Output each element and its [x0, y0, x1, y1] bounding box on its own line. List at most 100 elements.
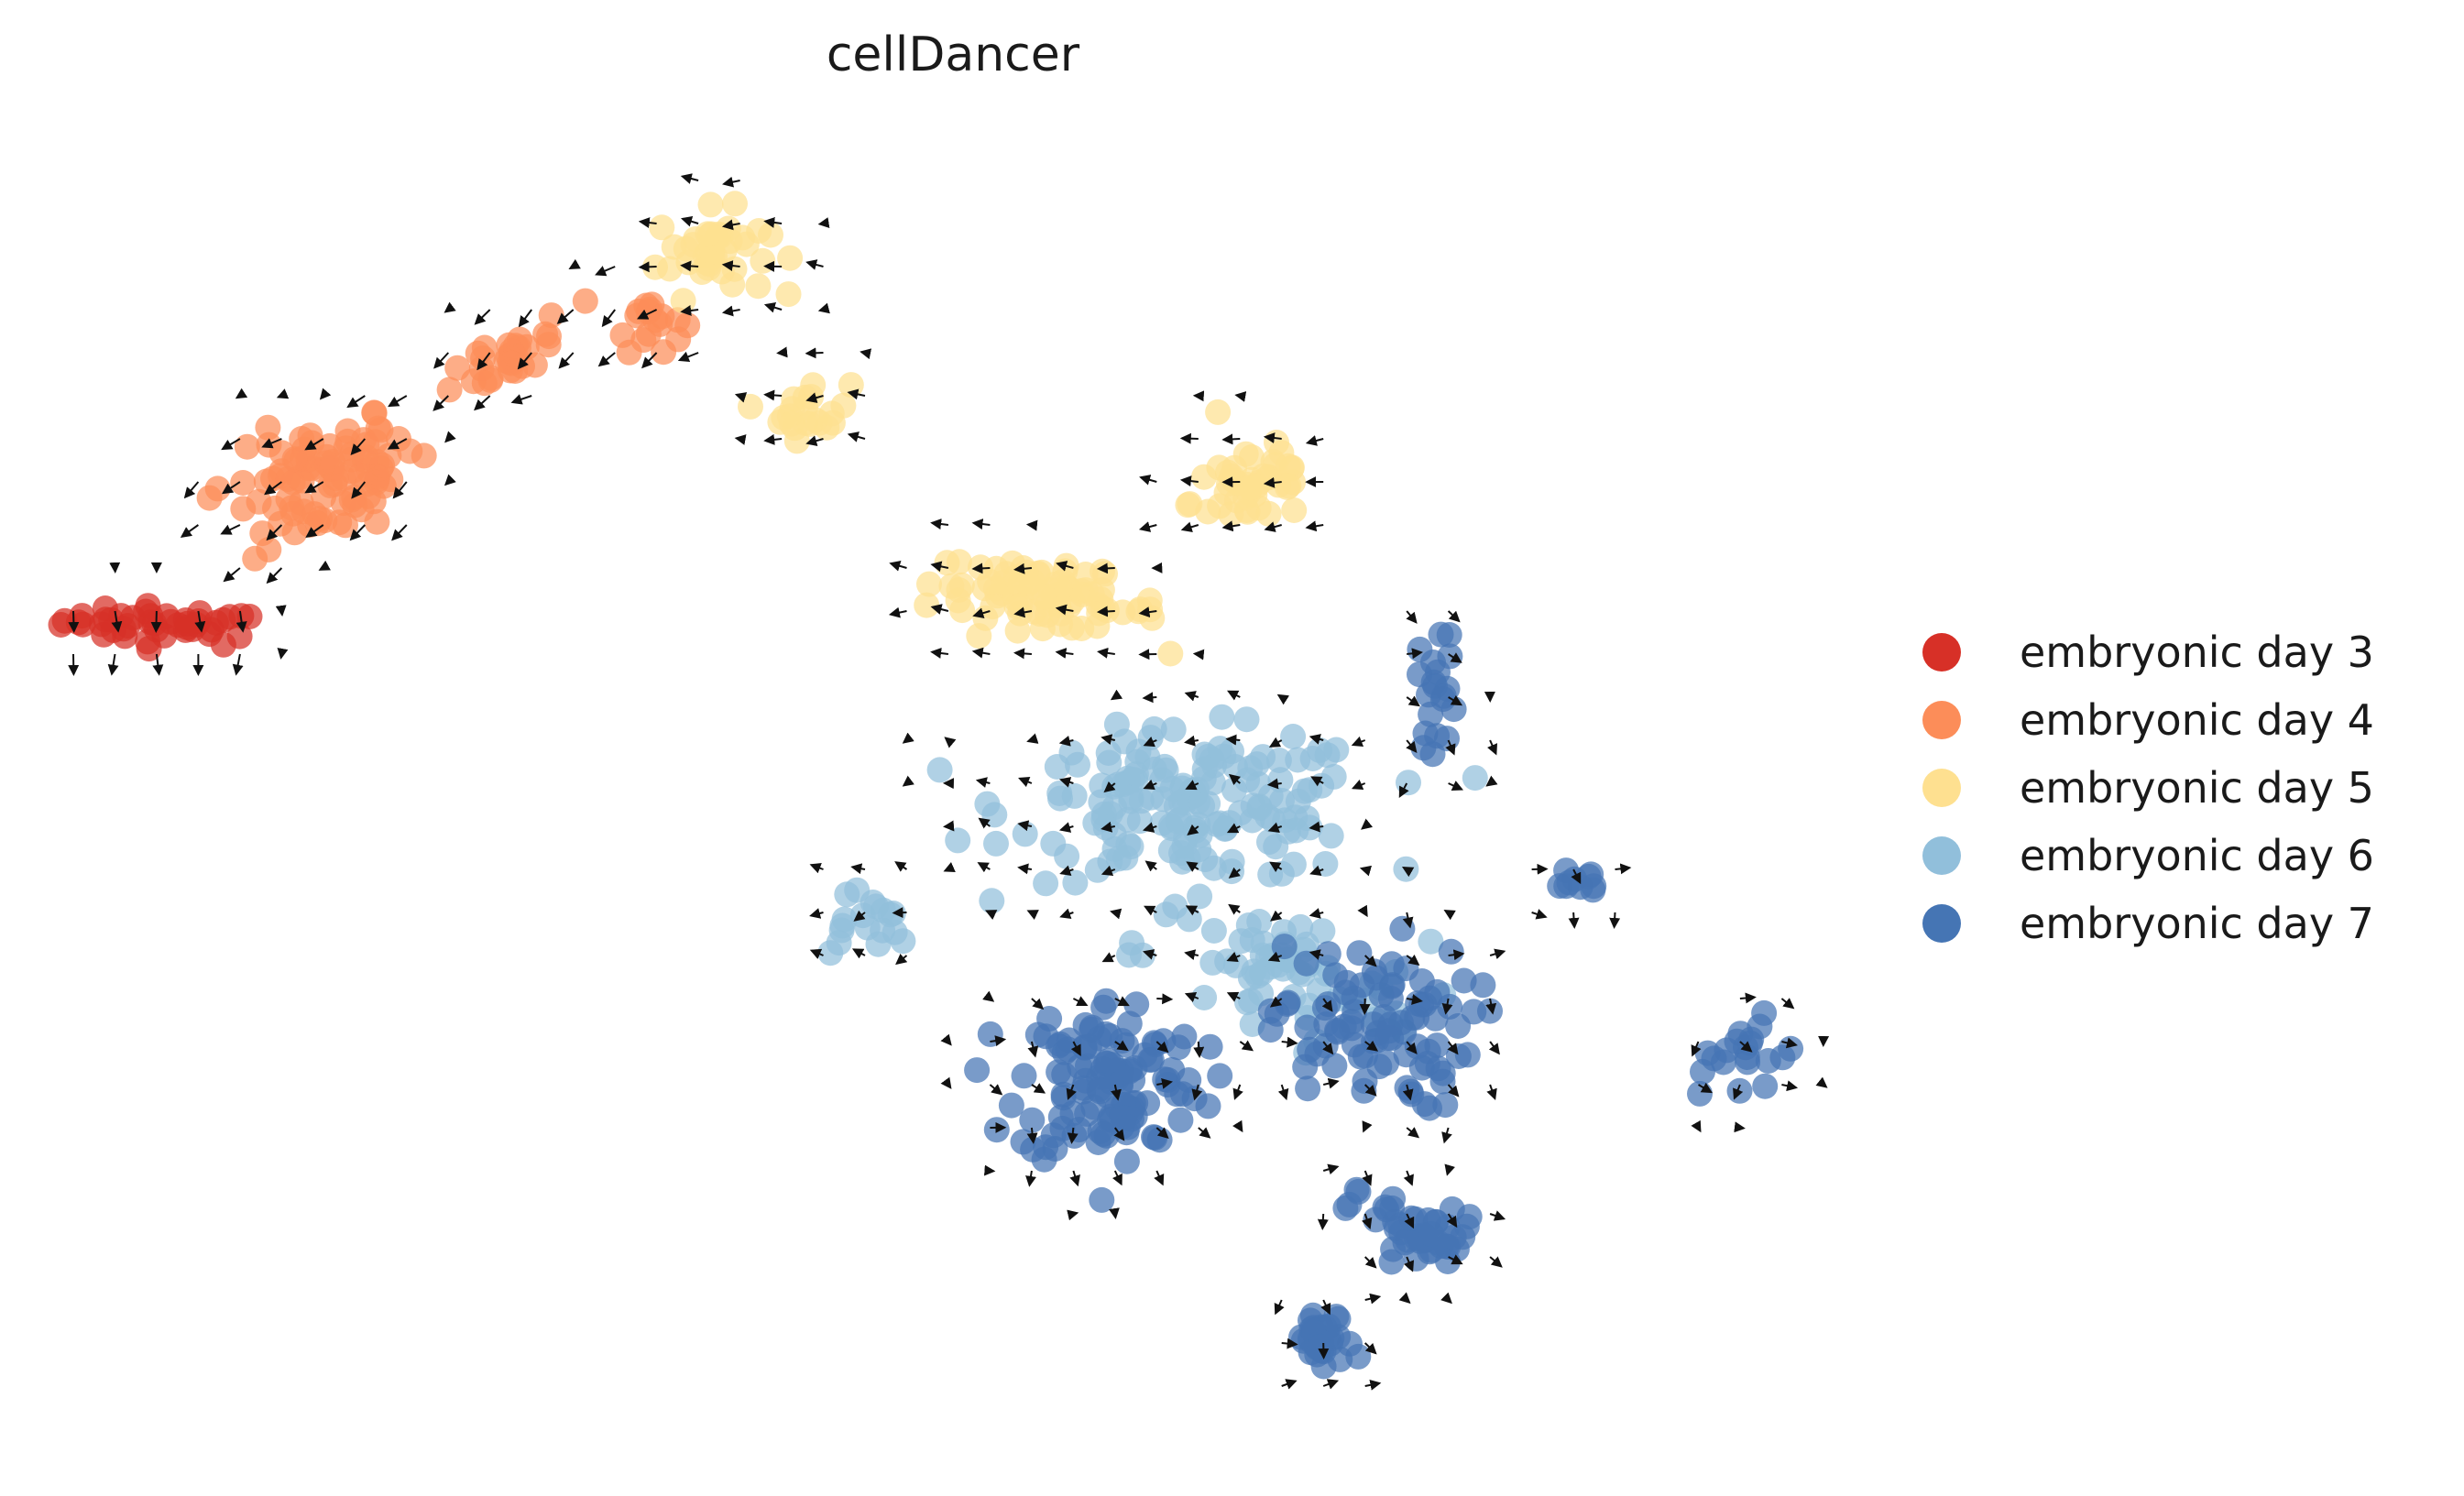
- data-point-embryonic-day-6: [1112, 845, 1139, 871]
- velocity-arrow: [1056, 561, 1074, 572]
- data-point-embryonic-day-4: [279, 469, 306, 496]
- data-point-embryonic-day-3: [92, 595, 118, 621]
- velocity-arrow: [1113, 1127, 1125, 1141]
- velocity-arrow: [1398, 782, 1409, 798]
- data-point-embryonic-day-6: [1118, 784, 1144, 811]
- velocity-arrow: [433, 352, 450, 369]
- velocity-arrow: [1446, 1213, 1458, 1228]
- data-point-embryonic-day-7: [998, 1092, 1024, 1119]
- velocity-arrow: [1226, 951, 1241, 963]
- data-point-embryonic-day-6: [1096, 749, 1122, 776]
- velocity-arrow: [1364, 955, 1377, 967]
- velocity-arrow: [1142, 822, 1157, 833]
- velocity-arrow: [1114, 1040, 1129, 1052]
- data-point-embryonic-day-5: [1281, 497, 1308, 523]
- velocity-arrow: [1154, 1170, 1165, 1186]
- velocity-arrow: [1226, 823, 1241, 834]
- velocity-arrow: [1111, 1084, 1122, 1101]
- data-point-embryonic-day-6: [1141, 715, 1167, 742]
- velocity-arrow: [1058, 735, 1074, 747]
- velocity-arrow: [1447, 1084, 1460, 1097]
- data-point-embryonic-day-4: [572, 288, 598, 314]
- velocity-arrow: [1267, 822, 1283, 833]
- data-point-embryonic-day-7: [1438, 938, 1464, 965]
- data-point-embryonic-day-5: [1275, 453, 1301, 479]
- data-point-embryonic-day-7: [1470, 972, 1496, 999]
- velocity-arrow: [982, 990, 995, 1002]
- velocity-arrow: [1489, 1210, 1506, 1221]
- velocity-arrow: [1228, 867, 1241, 879]
- velocity-arrow: [220, 524, 241, 535]
- data-point-embryonic-day-7: [1257, 1017, 1284, 1043]
- velocity-arrow: [1101, 821, 1115, 833]
- velocity-arrow: [1184, 949, 1199, 961]
- velocity-arrow: [601, 309, 616, 328]
- velocity-arrow: [1440, 1292, 1452, 1305]
- velocity-arrow: [680, 305, 699, 316]
- velocity-arrow: [1264, 521, 1282, 532]
- velocity-arrow: [346, 395, 366, 409]
- velocity-arrow: [1361, 1213, 1373, 1229]
- data-point-embryonic-day-6: [926, 757, 953, 783]
- data-point-embryonic-day-6: [1318, 823, 1344, 849]
- velocity-arrow: [235, 610, 247, 633]
- velocity-arrow: [1066, 1084, 1077, 1100]
- legend-item: embryonic day 6: [1922, 822, 2374, 890]
- velocity-arrow: [943, 862, 956, 873]
- data-point-embryonic-day-6: [1054, 843, 1080, 869]
- velocity-arrow: [1108, 1207, 1120, 1219]
- velocity-arrow: [1691, 1119, 1702, 1133]
- data-point-embryonic-day-6: [1138, 784, 1165, 811]
- velocity-arrow: [847, 388, 866, 400]
- data-point-embryonic-day-4: [444, 355, 471, 381]
- velocity-arrow: [805, 347, 824, 359]
- data-point-embryonic-day-7: [1011, 1063, 1037, 1089]
- data-point-embryonic-day-7: [1440, 1224, 1467, 1250]
- data-point-embryonic-day-5: [777, 245, 804, 271]
- data-point-embryonic-day-7: [1398, 1081, 1425, 1108]
- velocity-arrow: [1362, 1170, 1373, 1186]
- data-point-embryonic-day-5: [1264, 430, 1289, 455]
- velocity-arrow: [1406, 954, 1420, 966]
- velocity-arrow: [1232, 1119, 1243, 1133]
- velocity-arrow: [194, 610, 206, 633]
- data-point-embryonic-day-7: [1428, 621, 1454, 648]
- velocity-arrow: [1267, 951, 1283, 963]
- velocity-arrow: [444, 301, 456, 313]
- data-point-embryonic-day-6: [1246, 793, 1273, 820]
- velocity-arrow: [902, 732, 914, 744]
- data-point-embryonic-day-4: [256, 537, 282, 562]
- data-point-embryonic-day-5: [745, 273, 772, 300]
- data-point-embryonic-day-3: [153, 603, 180, 629]
- velocity-arrow: [1445, 739, 1456, 756]
- velocity-arrow: [1112, 1170, 1122, 1186]
- velocity-arrow: [805, 259, 824, 270]
- velocity-arrow: [1485, 998, 1497, 1015]
- velocity-arrow: [1485, 775, 1498, 787]
- velocity-arrow: [1142, 949, 1157, 960]
- data-point-embryonic-day-6: [1228, 928, 1254, 955]
- velocity-arrow: [1406, 1041, 1418, 1054]
- data-point-embryonic-day-7: [1399, 1005, 1426, 1032]
- data-point-embryonic-day-7: [1047, 1104, 1074, 1130]
- legend-item: embryonic day 7: [1922, 890, 2374, 957]
- data-point-embryonic-day-6: [1033, 870, 1059, 897]
- velocity-arrow: [433, 395, 450, 411]
- data-point-embryonic-day-6: [1209, 704, 1235, 730]
- velocity-arrow: [1448, 781, 1464, 791]
- data-point-embryonic-day-7: [1294, 1014, 1320, 1041]
- velocity-arrow: [971, 647, 991, 659]
- velocity-arrow: [1143, 737, 1157, 748]
- data-point-embryonic-day-5: [778, 410, 805, 437]
- data-point-embryonic-day-7: [1389, 915, 1416, 942]
- velocity-arrow: [734, 434, 747, 445]
- velocity-arrow: [1179, 432, 1199, 444]
- data-point-embryonic-day-5: [796, 410, 823, 437]
- velocity-arrow: [1531, 909, 1548, 920]
- data-point-embryonic-day-7: [1439, 1196, 1465, 1222]
- data-point-embryonic-day-7: [1089, 1186, 1115, 1213]
- velocity-arrow: [641, 352, 658, 369]
- velocity-arrow: [975, 777, 991, 788]
- data-point-embryonic-day-6: [1044, 754, 1070, 780]
